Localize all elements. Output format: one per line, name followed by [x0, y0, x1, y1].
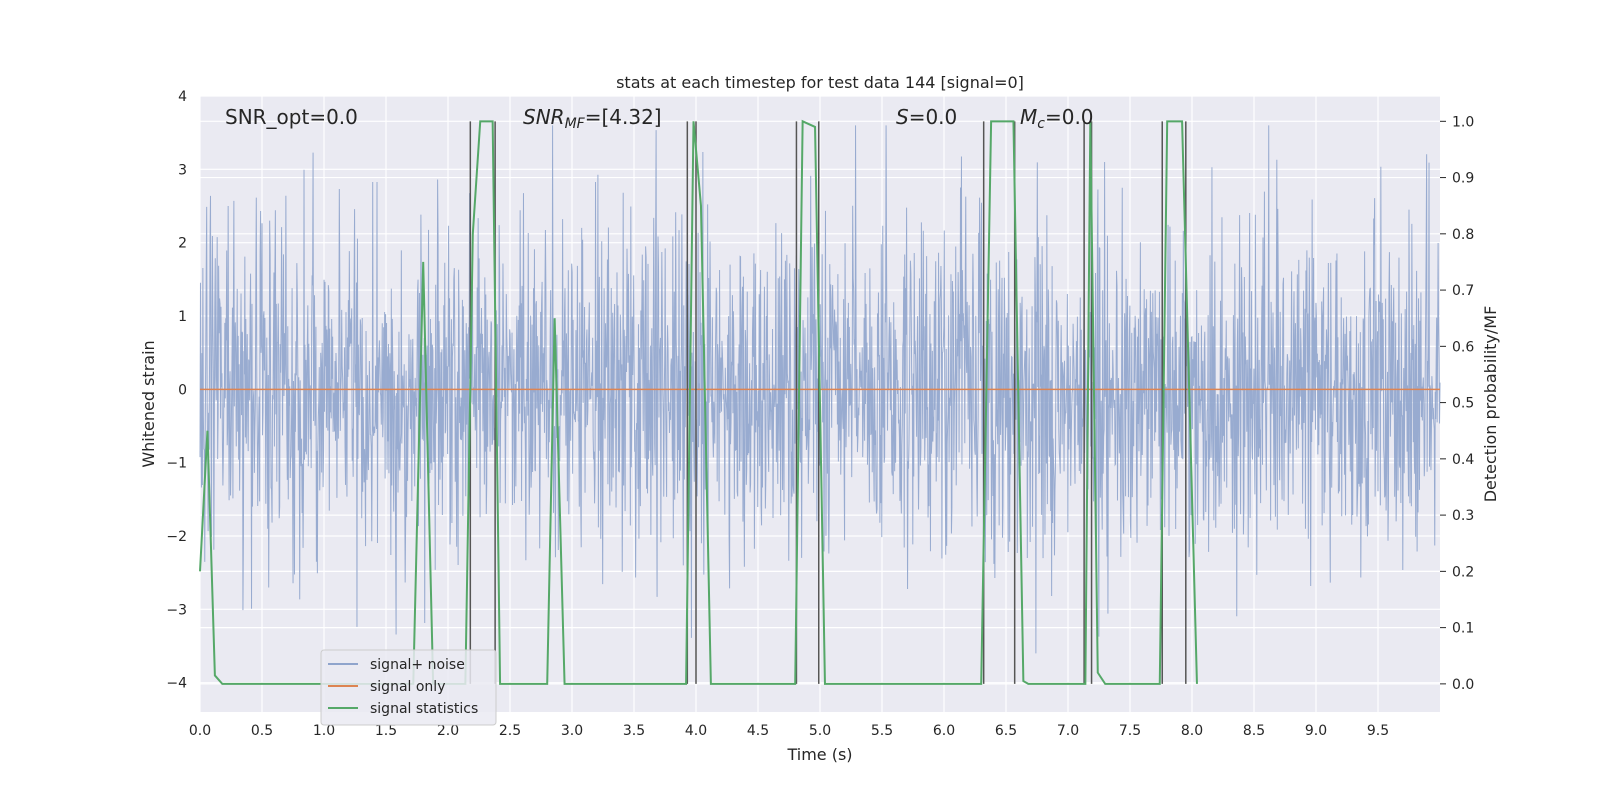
legend-label-signal-noise: signal+ noise: [370, 657, 465, 673]
y-right-tick-label-8: 0.2: [1452, 564, 1474, 580]
y-tick-labels: 4 3 2 1 0 −1 −2 −3 −4: [166, 89, 187, 692]
x-tick-label-16: 8.0: [1181, 723, 1203, 739]
x-tick-label-12: 6.0: [933, 723, 955, 739]
snr-mf-main: SNR: [523, 105, 565, 129]
y-right-tick-label-10: 0.0: [1452, 677, 1474, 693]
y-axis-label: Whitened strain: [139, 340, 158, 467]
annotation-snr-opt: SNR_opt=0.0: [225, 105, 358, 129]
mc-sub: c: [1037, 116, 1045, 132]
y-right-tick-label-4: 0.6: [1452, 339, 1474, 355]
x-tick-label-17: 8.5: [1243, 723, 1265, 739]
x-tick-label-0: 0.0: [189, 723, 211, 739]
y-tick-label-7: −3: [166, 602, 187, 618]
x-tick-label-5: 2.5: [499, 723, 521, 739]
y-tick-label-5: −1: [166, 456, 187, 472]
x-tick-labels: 0.0 0.5 1.0 1.5 2.0 2.5 3.0 3.5 4.0 4.5 5.0 5.5 6.0 6…: [189, 723, 1389, 739]
chart-title: stats at each timestep for test data 144…: [616, 73, 1024, 92]
x-tick-label-11: 5.5: [871, 723, 893, 739]
y-tick-label-1: 3: [178, 162, 187, 178]
y-tick-label-8: −4: [166, 676, 187, 692]
x-tick-label-6: 3.0: [561, 723, 583, 739]
snr-mf-value: =[4.32]: [585, 105, 662, 129]
annotation-s: S=0.0: [896, 105, 957, 129]
y-right-tick-label-6: 0.4: [1452, 452, 1474, 468]
y-right-tick-label-3: 0.7: [1452, 283, 1474, 299]
y-right-tick-label-0: 1.0: [1452, 114, 1474, 130]
annotation-snr-mf: SNRMF=[4.32]: [523, 105, 662, 132]
legend-label-signal-statistics: signal statistics: [370, 701, 478, 717]
x-axis-label: Time (s): [786, 745, 852, 764]
y-tick-label-3: 1: [178, 309, 187, 325]
y-tick-label-2: 2: [178, 236, 187, 252]
annotation-mc: Mc=0.0: [1020, 105, 1094, 132]
x-tick-label-13: 6.5: [995, 723, 1017, 739]
y-tick-label-6: −2: [166, 529, 187, 545]
y-right-tick-label-1: 0.9: [1452, 171, 1474, 187]
mc-value: =0.0: [1045, 105, 1094, 129]
y-right-tick-labels: 1.0 0.9 0.8 0.7 0.6 0.5 0.4 0.3 0.2 0.1 0.0: [1440, 114, 1474, 693]
s-main: S: [896, 105, 909, 129]
x-tick-label-7: 3.5: [623, 723, 645, 739]
x-tick-label-15: 7.5: [1119, 723, 1141, 739]
y-right-tick-label-7: 0.3: [1452, 508, 1474, 524]
snr-mf-sub: MF: [565, 116, 586, 132]
y-tick-label-4: 0: [178, 382, 187, 398]
y-right-tick-label-5: 0.5: [1452, 396, 1474, 412]
y-right-axis-label: Detection probability/MF: [1481, 306, 1500, 503]
x-tick-label-4: 2.0: [437, 723, 459, 739]
x-tick-label-19: 9.5: [1367, 723, 1389, 739]
y-tick-label-0: 4: [178, 89, 187, 105]
x-tick-label-9: 4.5: [747, 723, 769, 739]
s-value: =0.0: [909, 105, 958, 129]
x-tick-label-8: 4.0: [685, 723, 707, 739]
legend: signal+ noise signal only signal statist…: [320, 649, 497, 726]
mc-main: M: [1020, 105, 1037, 129]
legend-box: [320, 649, 497, 726]
x-tick-label-18: 9.0: [1305, 723, 1327, 739]
x-tick-label-1: 0.5: [251, 723, 273, 739]
y-right-tick-label-9: 0.1: [1452, 621, 1474, 637]
legend-label-signal-only: signal only: [370, 679, 445, 695]
x-tick-label-14: 7.0: [1057, 723, 1079, 739]
x-tick-label-10: 5.0: [809, 723, 831, 739]
x-tick-label-3: 1.5: [375, 723, 397, 739]
x-tick-label-2: 1.0: [313, 723, 335, 739]
y-right-tick-label-2: 0.8: [1452, 227, 1474, 243]
